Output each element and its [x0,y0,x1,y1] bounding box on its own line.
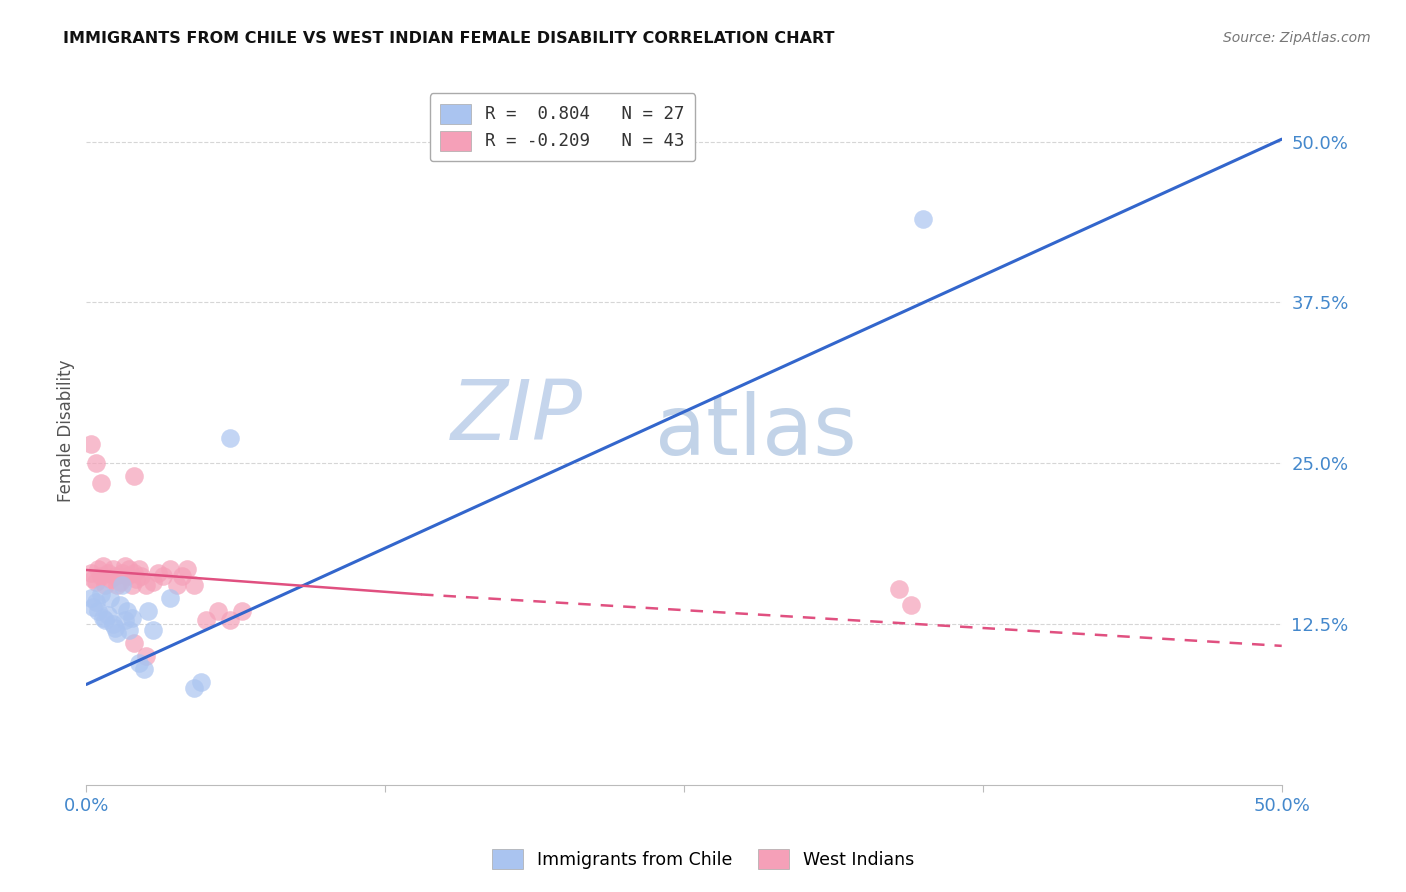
Point [90,587,112,601]
Legend: Immigrants from Chile, West Indians: Immigrants from Chile, West Indians [485,842,921,876]
Point [118,624,141,638]
Point [101,617,124,632]
Point [80,566,103,580]
Point [142,624,165,638]
Text: ZIP: ZIP [450,376,582,458]
Point [90,475,112,490]
Point [98,572,121,586]
Point [122,566,145,580]
Point [218,431,240,445]
Point [166,578,188,592]
Point [90,569,112,583]
Point [111,578,134,592]
Point [183,578,205,592]
Point [84,595,107,609]
Point [231,604,253,618]
Point [176,562,198,576]
Point [138,604,160,618]
Point [111,566,134,580]
Point [104,621,127,635]
Point [80,591,103,606]
Point [159,562,181,576]
Point [91,559,114,574]
Point [128,562,150,576]
Point [84,574,107,589]
Point [105,578,128,592]
Text: IMMIGRANTS FROM CHILE VS WEST INDIAN FEMALE DISABILITY CORRELATION CHART: IMMIGRANTS FROM CHILE VS WEST INDIAN FEM… [63,31,835,46]
Point [170,569,193,583]
Point [122,469,145,483]
Point [108,598,131,612]
Point [122,636,145,650]
Point [900,598,922,612]
Point [82,572,104,586]
Point [194,613,217,627]
Point [125,572,148,586]
Point [129,569,152,583]
Point [84,456,107,470]
Point [82,600,104,615]
Point [80,437,103,451]
Point [115,604,138,618]
Point [87,562,110,576]
Point [135,649,157,664]
Point [183,681,205,696]
Point [912,211,935,226]
Point [121,610,143,624]
Point [190,674,212,689]
Point [146,566,169,580]
Point [889,582,911,597]
Point [97,607,120,622]
Point [98,591,121,606]
Point [94,578,117,592]
Point [114,613,136,627]
Point [135,578,157,592]
Text: Source: ZipAtlas.com: Source: ZipAtlas.com [1223,31,1371,45]
Text: atlas: atlas [655,391,856,472]
Point [94,613,117,627]
Point [97,566,120,580]
Point [132,662,155,676]
Point [114,559,136,574]
Point [101,562,124,576]
Legend: R =  0.804   N = 27, R = -0.209   N = 43: R = 0.804 N = 27, R = -0.209 N = 43 [430,93,695,161]
Point [207,604,229,618]
Point [105,626,128,640]
Point [142,574,165,589]
Point [104,569,127,583]
Point [121,578,143,592]
Point [87,604,110,618]
Point [218,613,240,627]
Point [108,574,131,589]
Point [91,610,114,624]
Y-axis label: Female Disability: Female Disability [58,359,75,502]
Point [128,656,150,670]
Point [159,591,181,606]
Point [115,569,138,583]
Point [152,569,174,583]
Point [118,562,141,576]
